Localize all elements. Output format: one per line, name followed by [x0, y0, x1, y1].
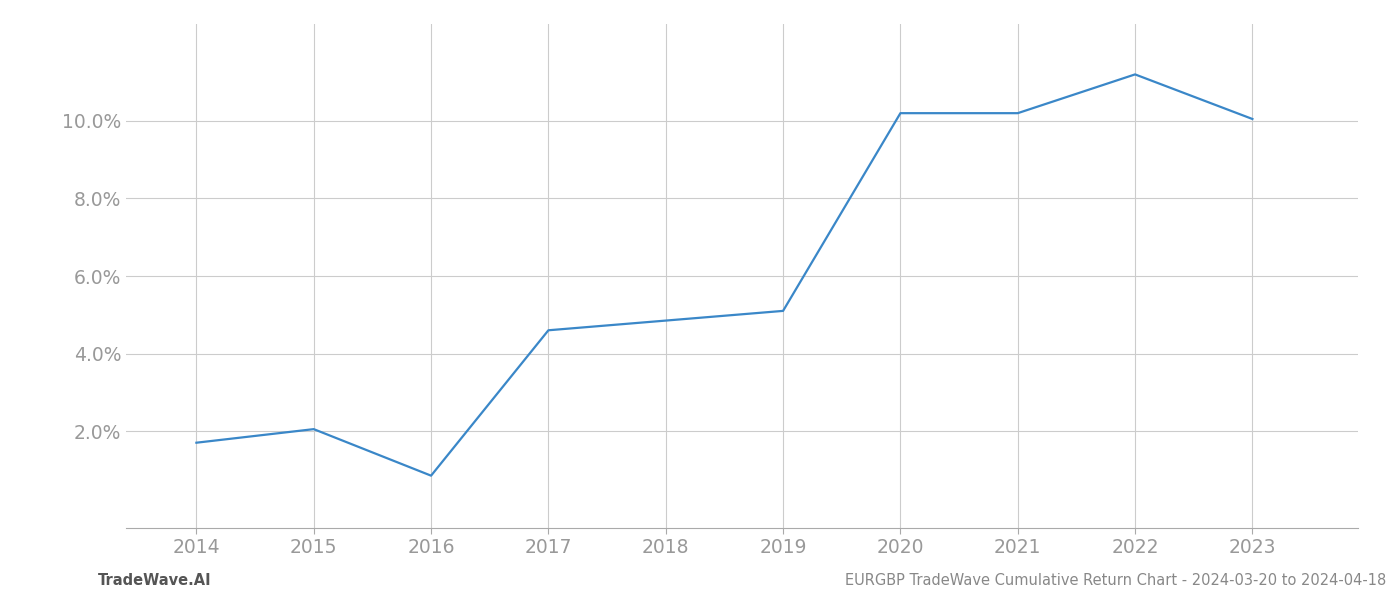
Text: TradeWave.AI: TradeWave.AI: [98, 573, 211, 588]
Text: EURGBP TradeWave Cumulative Return Chart - 2024-03-20 to 2024-04-18: EURGBP TradeWave Cumulative Return Chart…: [844, 573, 1386, 588]
